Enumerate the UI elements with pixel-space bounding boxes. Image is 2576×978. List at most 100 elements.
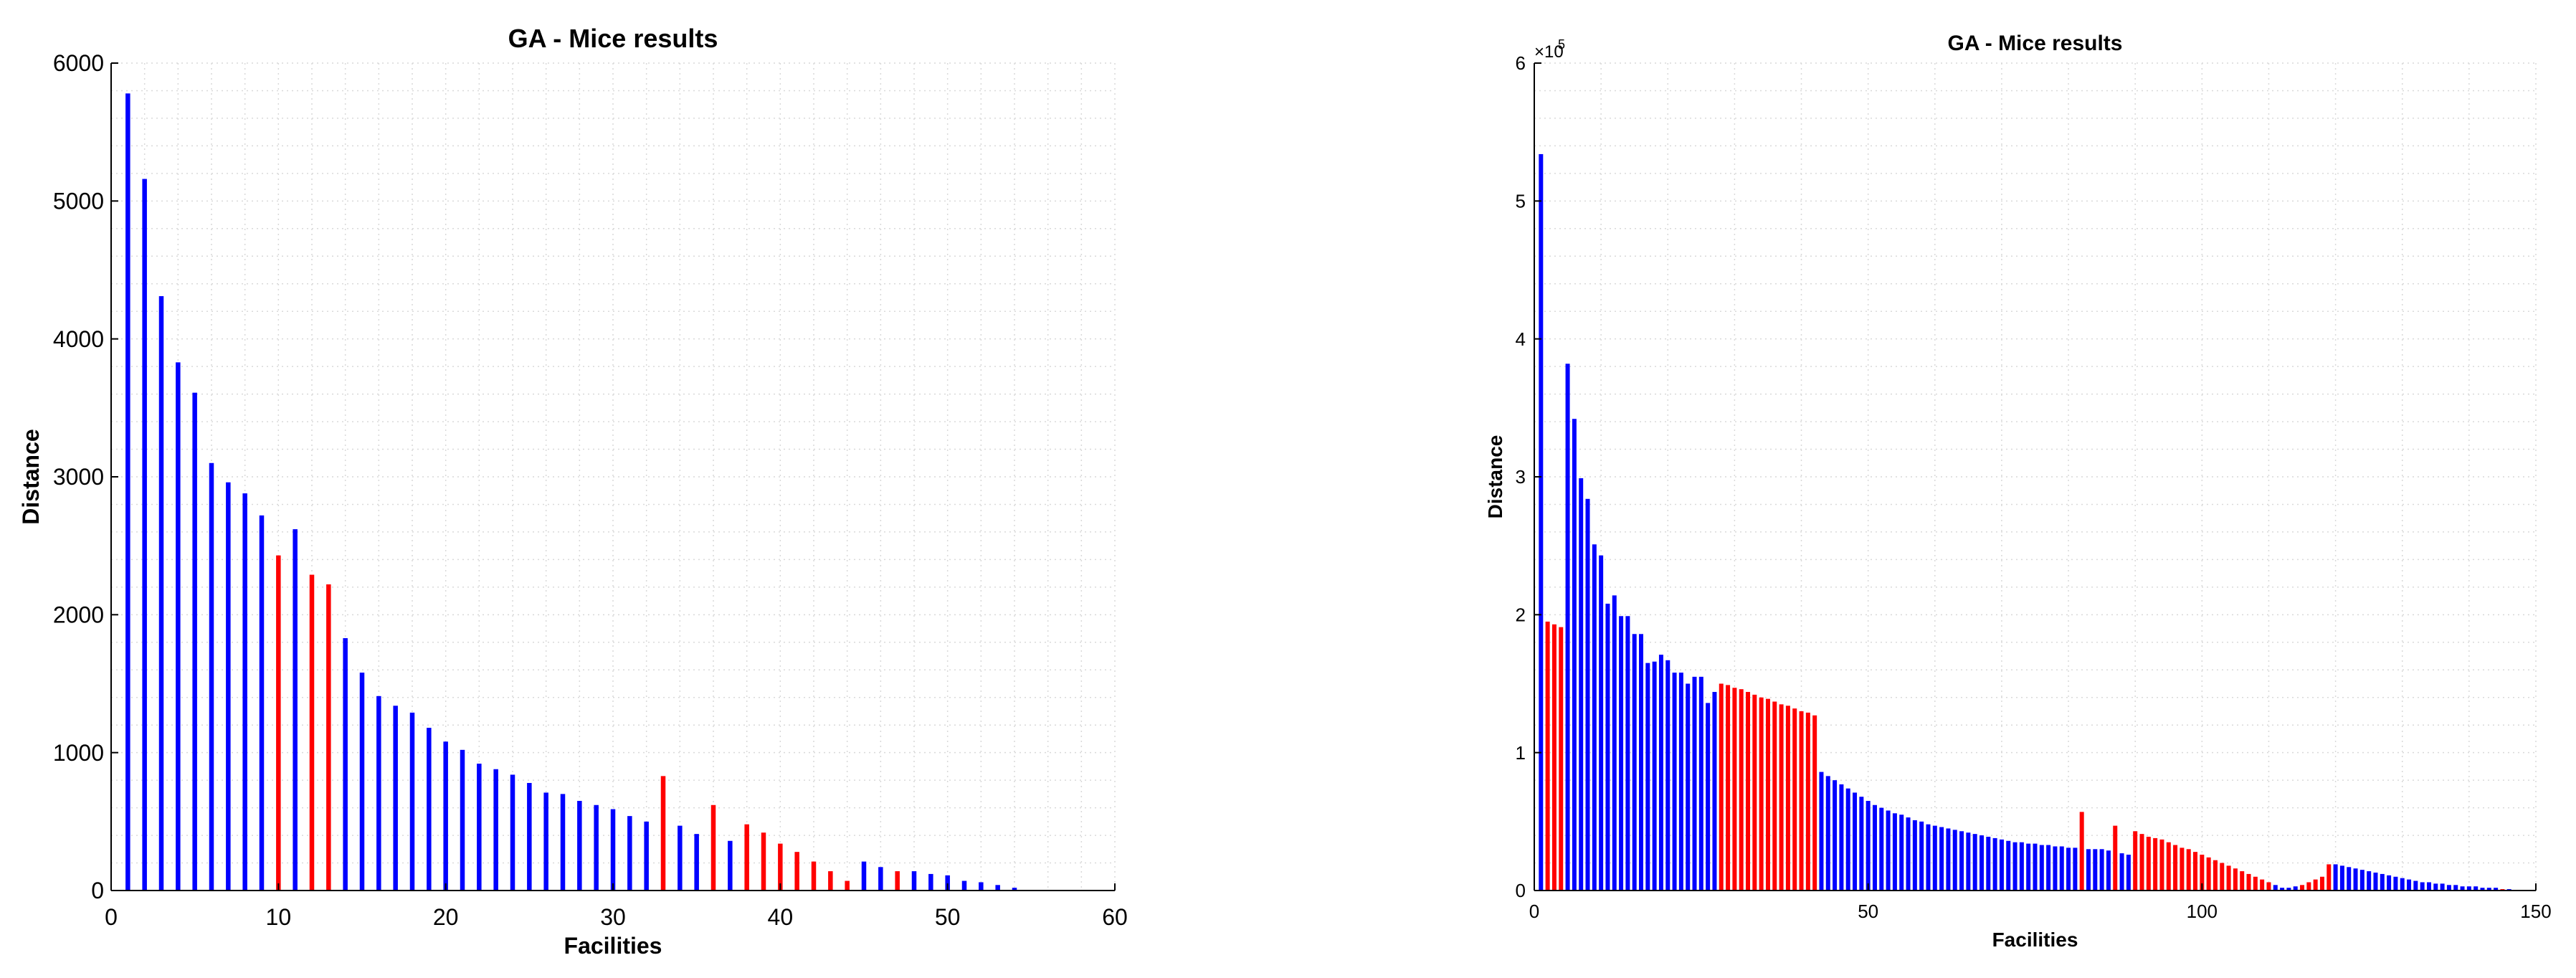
bar xyxy=(2446,885,2451,891)
bar xyxy=(393,706,398,891)
x-tick-label: 50 xyxy=(1858,901,1878,922)
bar xyxy=(2033,843,2038,891)
bar xyxy=(1545,621,1550,891)
bar xyxy=(1833,780,1838,891)
bar xyxy=(1899,815,1904,891)
bar xyxy=(2012,842,2017,891)
bar xyxy=(1845,788,1850,891)
bar xyxy=(744,824,749,891)
bar xyxy=(2206,857,2211,891)
bar xyxy=(794,852,799,891)
bar xyxy=(761,832,766,891)
bar xyxy=(2099,849,2104,891)
bar xyxy=(2347,867,2352,891)
bar xyxy=(961,880,967,891)
bar xyxy=(359,673,365,891)
bar xyxy=(1658,655,1663,891)
bar xyxy=(2333,864,2338,891)
bar xyxy=(560,794,566,891)
bar xyxy=(2213,860,2218,891)
bar xyxy=(2293,886,2298,891)
y-tick-label: 6 xyxy=(1516,52,1526,74)
bar xyxy=(2494,888,2499,891)
bar xyxy=(2306,882,2311,891)
bar xyxy=(2079,812,2084,891)
x-tick-label: 0 xyxy=(105,904,118,930)
bar xyxy=(2053,846,2058,891)
bar xyxy=(2426,882,2431,891)
bar xyxy=(1726,685,1731,891)
bar xyxy=(778,843,783,891)
bar xyxy=(2373,872,2378,891)
bar xyxy=(2146,836,2151,891)
bar xyxy=(1605,603,1610,891)
bar xyxy=(1639,634,1644,891)
bar xyxy=(2400,878,2405,891)
bar xyxy=(644,821,649,891)
bar xyxy=(1652,661,1657,891)
bar xyxy=(2039,845,2044,891)
bar xyxy=(1772,701,1777,891)
bar xyxy=(694,834,699,891)
bar xyxy=(1906,817,1911,891)
bar xyxy=(1739,689,1744,891)
bar xyxy=(2280,888,2285,891)
bar xyxy=(2413,880,2418,891)
bar xyxy=(2260,879,2265,891)
bar xyxy=(660,776,666,891)
bar xyxy=(2480,888,2485,891)
bar xyxy=(1686,683,1691,891)
bar xyxy=(1966,832,1971,891)
bar xyxy=(2106,850,2111,891)
bar xyxy=(1979,835,1984,891)
y-tick-label: 1 xyxy=(1516,742,1526,764)
bar xyxy=(276,555,281,891)
bar xyxy=(2193,852,2198,891)
bar xyxy=(2359,870,2364,891)
x-axis-label: Facilities xyxy=(1992,929,2078,951)
bar xyxy=(1952,830,1957,891)
bar xyxy=(1612,595,1617,891)
bar xyxy=(1785,706,1790,891)
bar xyxy=(1692,676,1697,891)
bar xyxy=(1972,834,1977,891)
bar xyxy=(2019,842,2024,891)
bar xyxy=(845,880,850,891)
bar xyxy=(1559,627,1564,891)
bar xyxy=(2453,885,2458,891)
bar xyxy=(326,584,331,891)
bar xyxy=(1992,837,1997,891)
bar xyxy=(1859,797,1864,891)
bar xyxy=(2180,848,2185,891)
bar xyxy=(1746,692,1751,891)
bar xyxy=(543,792,548,891)
bar xyxy=(1759,697,1764,891)
bar xyxy=(1672,673,1677,891)
bar xyxy=(1706,703,1711,891)
bar xyxy=(1551,624,1556,891)
bar xyxy=(1872,804,1877,891)
bar xyxy=(1619,616,1624,891)
bar xyxy=(2313,879,2318,891)
bar xyxy=(460,749,465,891)
bar xyxy=(1946,828,1951,891)
bar xyxy=(1799,711,1804,891)
bar xyxy=(1539,153,1544,891)
grid xyxy=(110,62,1116,891)
bar xyxy=(1585,498,1590,891)
bar xyxy=(2240,871,2245,891)
bar xyxy=(1579,478,1584,891)
bar xyxy=(2133,831,2138,891)
bar xyxy=(343,638,348,891)
bar xyxy=(1912,820,1917,891)
bar xyxy=(710,804,716,891)
bar xyxy=(2440,883,2445,891)
y-axis-label: Distance xyxy=(18,429,44,524)
bar xyxy=(226,482,231,891)
bar xyxy=(2153,837,2158,891)
bar xyxy=(2173,845,2178,891)
bar xyxy=(1792,708,1797,891)
bar xyxy=(1645,663,1650,891)
x-tick-label: 30 xyxy=(600,904,626,930)
bar xyxy=(192,392,197,891)
